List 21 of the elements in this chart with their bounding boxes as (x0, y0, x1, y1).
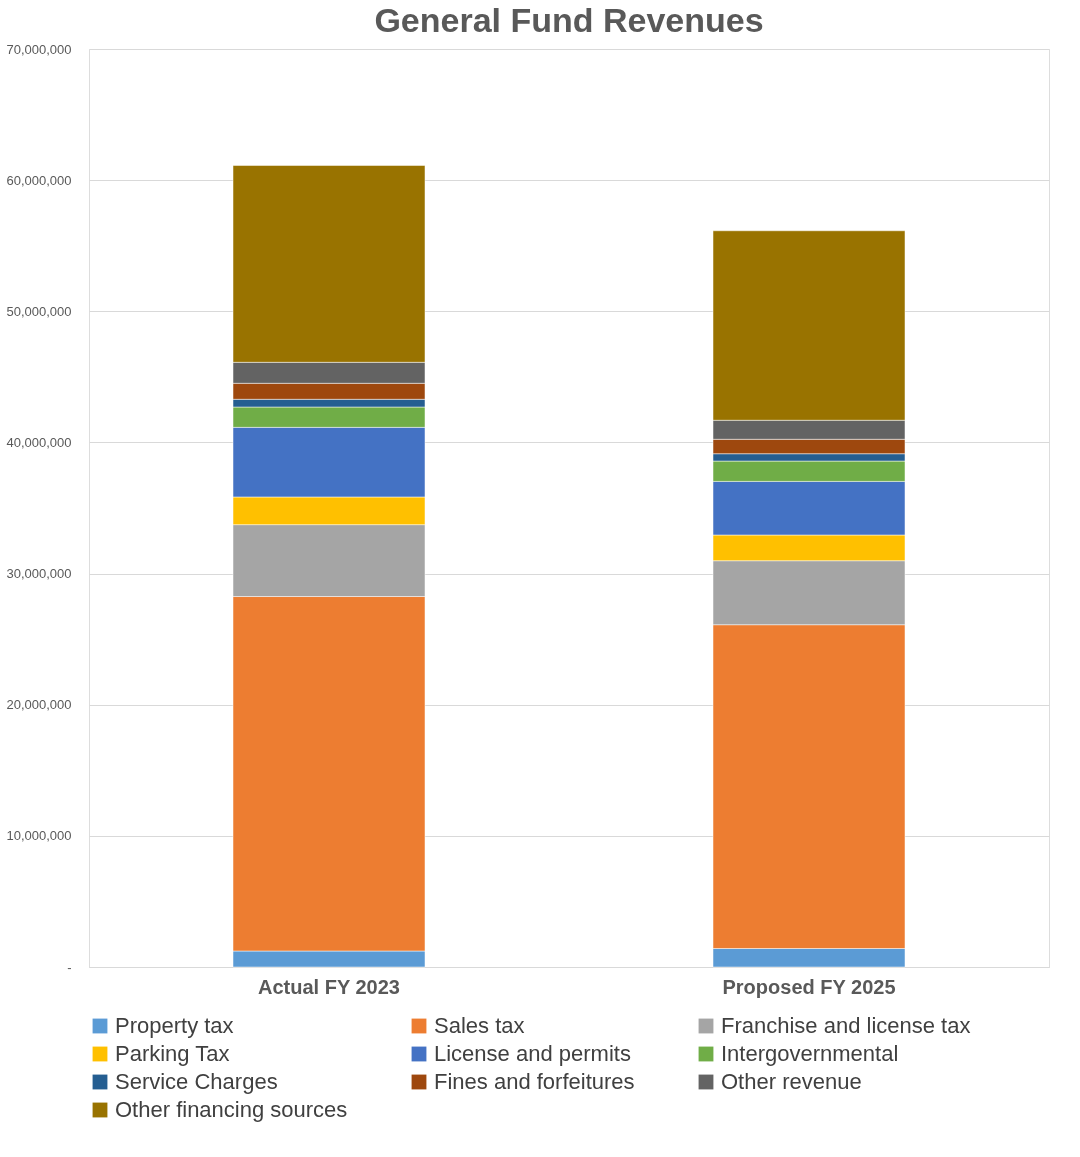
chart-title: General Fund Revenues (374, 1, 764, 39)
legend-label: Service Charges (115, 1069, 278, 1094)
x-tick-label: Actual FY 2023 (258, 975, 400, 998)
y-tick-label: 70,000,000 (6, 41, 72, 57)
legend-label: License and permits (434, 1041, 631, 1066)
legend-label: Fines and forfeitures (434, 1069, 635, 1094)
legend-label: Sales tax (434, 1013, 525, 1038)
y-tick-label: 40,000,000 (6, 434, 72, 450)
legend-label: Intergovernmental (721, 1041, 899, 1066)
legend-label: Parking Tax (115, 1041, 230, 1066)
y-tick-label: 20,000,000 (6, 697, 72, 713)
y-tick-label: 30,000,000 (6, 566, 72, 582)
y-tick-label: - (67, 959, 72, 975)
legend-label: Other revenue (721, 1069, 862, 1094)
legend-label: Franchise and license tax (721, 1013, 971, 1038)
legend-label: Property tax (115, 1013, 234, 1038)
legend-label: Other financing sources (115, 1097, 348, 1122)
x-tick-label: Proposed FY 2025 (722, 975, 896, 998)
y-tick-label: 10,000,000 (6, 828, 72, 844)
y-tick-label: 60,000,000 (6, 172, 72, 188)
y-tick-label: 50,000,000 (6, 303, 72, 319)
